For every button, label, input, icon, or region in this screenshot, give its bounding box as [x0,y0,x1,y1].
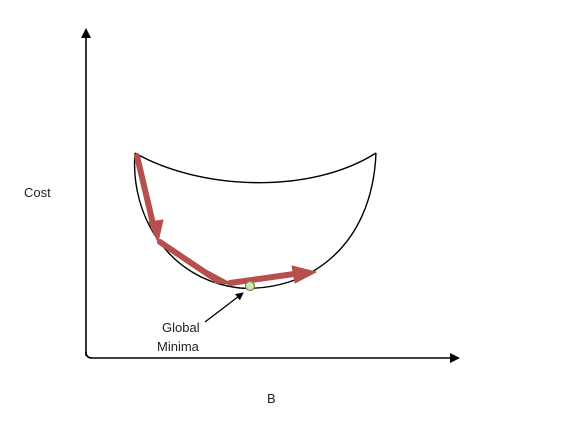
step-arrow-1-head [148,219,164,244]
step-arrow-1-shaft [134,153,157,231]
y-axis-label: Cost [24,185,51,200]
annotation-pointer [204,292,244,323]
annotation-label-line2: Minima [157,339,199,354]
step-arrow-2-shaft [157,239,215,280]
step-arrow-3-shaft [227,271,297,286]
annotation-label-line1: Global [162,320,200,335]
descent-steps [134,153,318,286]
x-axis [85,351,460,363]
cost-curve [133,152,377,289]
global-minimum-point [244,280,256,292]
x-axis-label: B [267,391,276,406]
cost-curve-top-edge [134,152,377,184]
step-arrow-2-head [205,269,233,285]
step-arrow-3-head [291,265,318,284]
